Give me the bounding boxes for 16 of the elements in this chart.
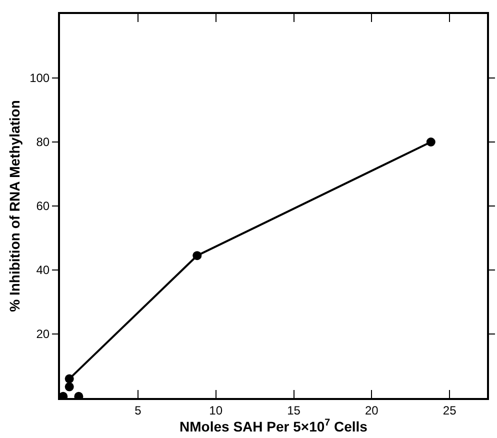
x-tick-label: 10: [209, 403, 223, 418]
point: [192, 251, 202, 260]
y-axis-title: % Inhibition of RNA Methylation: [6, 100, 23, 312]
x-tick-label: 15: [287, 403, 301, 418]
y-tick-label: 40: [36, 263, 50, 278]
y-tick-label: 100: [30, 71, 50, 86]
x-axis-title: NMoles SAH Per 5×10$^{7}$ Cells: [180, 417, 368, 434]
x-tick-label: 20: [365, 403, 379, 418]
point: [426, 138, 436, 146]
x-tick-label: 5: [134, 403, 142, 418]
point: [64, 382, 74, 392]
y-tick-label: 20: [36, 327, 50, 342]
y-tick-label: 60: [36, 199, 50, 214]
y-tick-label: 80: [36, 135, 50, 150]
point: [64, 374, 74, 384]
x-tick-label: 25: [442, 403, 457, 418]
